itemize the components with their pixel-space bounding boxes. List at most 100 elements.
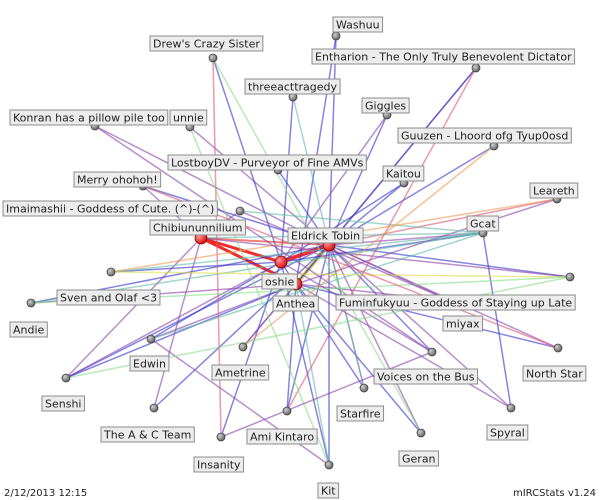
- label-box: [9, 321, 48, 338]
- edge-anthea-kit: [295, 283, 330, 466]
- label-edwin: Edwin: [129, 355, 170, 372]
- label-box: [373, 368, 478, 385]
- node-label: Kaitou: [386, 168, 421, 181]
- label-box: [361, 97, 410, 114]
- edge-eldrick-konran: [94, 125, 330, 246]
- label-senshi: Senshi: [41, 395, 85, 412]
- node-label: Guuzen - Lhoord ofg Tyup0osd: [401, 130, 568, 143]
- label-box: [335, 294, 576, 311]
- edge-konran-voices: [94, 125, 433, 353]
- edge-eldrick-geran: [328, 244, 422, 434]
- label-box: [261, 273, 298, 290]
- label-andie: Andie: [9, 321, 48, 338]
- label-chibi: Chibiununnilium: [149, 219, 246, 236]
- edge-anthea-ametrine: [242, 283, 297, 348]
- label-box: [167, 154, 367, 171]
- edge-voices-insanity: [220, 351, 433, 438]
- edge-eldrick-oshie: [279, 243, 331, 264]
- labels-layer: Washuu Drew's Crazy Sister Entharion - The…: [2, 16, 587, 499]
- label-box: [397, 127, 572, 144]
- node-ac: [149, 403, 159, 413]
- label-box: [398, 450, 440, 467]
- label-eldrick: Eldrick Tobin: [287, 227, 364, 244]
- label-entharion: Entharion - The Only Truly Benevolent Di…: [311, 48, 576, 65]
- timestamp: 2/12/2013 12:15: [4, 488, 88, 499]
- edges-layer: [30, 35, 571, 466]
- node-label: miyax: [446, 318, 480, 331]
- node-label: Anthea: [276, 298, 315, 311]
- label-sven: Sven and Olaf <3: [56, 289, 161, 306]
- label-box: [2, 200, 218, 217]
- label-box: [193, 456, 245, 473]
- node-senshi: [61, 373, 71, 383]
- node-label: Geran: [402, 453, 436, 466]
- node-label: Fuminfukyuu - Goddess of Staying up Late: [339, 297, 572, 310]
- node-drew: [208, 53, 218, 63]
- label-unnie: unnie: [169, 109, 208, 126]
- edge-entharion-amikintaro: [286, 67, 477, 412]
- label-konran: Konran has a pillow pile too: [9, 109, 169, 126]
- label-box: [56, 289, 161, 306]
- label-box: [272, 295, 319, 312]
- label-oshie: oshie: [261, 273, 298, 290]
- edge-anthea-spyral: [295, 283, 512, 409]
- label-box: [287, 227, 364, 244]
- label-box: [129, 355, 170, 372]
- node-label: Insanity: [197, 459, 241, 472]
- label-drew: Drew's Crazy Sister: [149, 35, 264, 52]
- node-label: Voices on the Bus: [377, 371, 475, 384]
- label-guuzen: Guuzen - Lhoord ofg Tyup0osd: [397, 127, 572, 144]
- node-andie: [26, 298, 36, 308]
- edge-chibi-ac: [153, 237, 202, 409]
- node-starfire: [359, 383, 369, 393]
- node-label: Imaimashii - Goddess of Cute. (^)-(^): [6, 203, 214, 216]
- label-lostboy: LostboyDV - Purveyor of Fine AMVs: [167, 154, 367, 171]
- label-box: [211, 364, 270, 381]
- edge-oshie-kaitou: [280, 182, 405, 263]
- node-label: Ametrine: [215, 367, 266, 380]
- edge-eldrick-washuu: [328, 35, 337, 246]
- label-washuu: Washuu: [332, 16, 384, 33]
- label-box: [149, 219, 246, 236]
- node-geran: [416, 428, 426, 438]
- node-sven: [106, 267, 116, 277]
- node-label: LostboyDV - Purveyor of Fine AMVs: [171, 157, 364, 170]
- node-insanity: [216, 432, 226, 442]
- node-label: Merry ohohoh!: [77, 174, 158, 187]
- edge-oshie-sven: [110, 261, 282, 273]
- node-label: Kit: [321, 485, 336, 498]
- edge-oshie-threeact: [280, 96, 294, 263]
- label-box: [332, 16, 384, 33]
- label-imaimashii: Imaimashii - Goddess of Cute. (^)-(^): [2, 200, 218, 217]
- label-box: [311, 48, 576, 65]
- label-kaitou: Kaitou: [382, 165, 425, 182]
- label-voices: Voices on the Bus: [373, 368, 478, 385]
- edge-chibi-fuminfukyuu: [200, 237, 571, 278]
- label-amikintaro: Ami Kintaro: [246, 428, 318, 445]
- label-ac: The A & C Team: [100, 426, 195, 443]
- label-box: [442, 315, 484, 332]
- edge-eldrick-leareth: [328, 198, 558, 246]
- label-leareth: Leareth: [529, 182, 579, 199]
- label-box: [486, 424, 529, 441]
- label-insanity: Insanity: [193, 456, 245, 473]
- node-label: North Star: [526, 368, 583, 381]
- label-anthea: Anthea: [272, 295, 319, 312]
- node-label: Drew's Crazy Sister: [153, 38, 260, 51]
- edge-oshie-edwin: [150, 261, 282, 340]
- node-spyral: [506, 403, 516, 413]
- label-box: [149, 35, 264, 52]
- label-box: [382, 165, 425, 182]
- label-ametrine: Ametrine: [211, 364, 270, 381]
- label-starfire: Starfire: [336, 405, 385, 422]
- node-label: The A & C Team: [103, 429, 191, 442]
- label-threeact: threeacttragedy: [244, 78, 341, 95]
- label-box: [246, 428, 318, 445]
- node-northstar: [553, 343, 563, 353]
- label-giggles: Giggles: [361, 97, 410, 114]
- label-box: [169, 109, 208, 126]
- label-box: [529, 182, 579, 199]
- node-label: Ami Kintaro: [250, 431, 314, 444]
